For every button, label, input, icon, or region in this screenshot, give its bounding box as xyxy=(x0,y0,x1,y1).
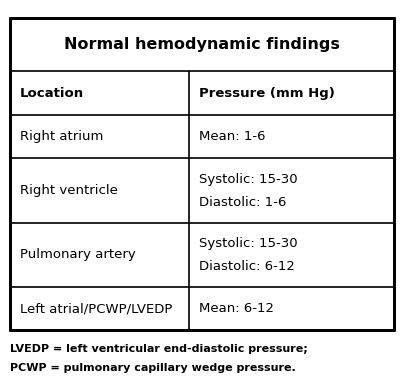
FancyBboxPatch shape xyxy=(10,18,394,330)
Text: Mean: 6-12: Mean: 6-12 xyxy=(199,302,274,315)
Text: Right atrium: Right atrium xyxy=(20,130,103,143)
Text: Left atrial/PCWP/LVEDP: Left atrial/PCWP/LVEDP xyxy=(20,302,173,315)
Text: Location: Location xyxy=(20,87,84,100)
Text: Pulmonary artery: Pulmonary artery xyxy=(20,248,136,261)
Text: Systolic: 15-30: Systolic: 15-30 xyxy=(199,172,297,185)
Text: Normal hemodynamic findings: Normal hemodynamic findings xyxy=(64,37,340,52)
Text: Diastolic: 1-6: Diastolic: 1-6 xyxy=(199,196,286,209)
Text: PCWP = pulmonary capillary wedge pressure.: PCWP = pulmonary capillary wedge pressur… xyxy=(10,362,296,373)
Text: LVEDP = left ventricular end-diastolic pressure;: LVEDP = left ventricular end-diastolic p… xyxy=(10,344,308,354)
Text: Systolic: 15-30: Systolic: 15-30 xyxy=(199,237,297,250)
Text: Right ventricle: Right ventricle xyxy=(20,184,118,197)
Text: Diastolic: 6-12: Diastolic: 6-12 xyxy=(199,260,295,273)
Text: Pressure (mm Hg): Pressure (mm Hg) xyxy=(199,87,335,100)
Text: Mean: 1-6: Mean: 1-6 xyxy=(199,130,265,143)
